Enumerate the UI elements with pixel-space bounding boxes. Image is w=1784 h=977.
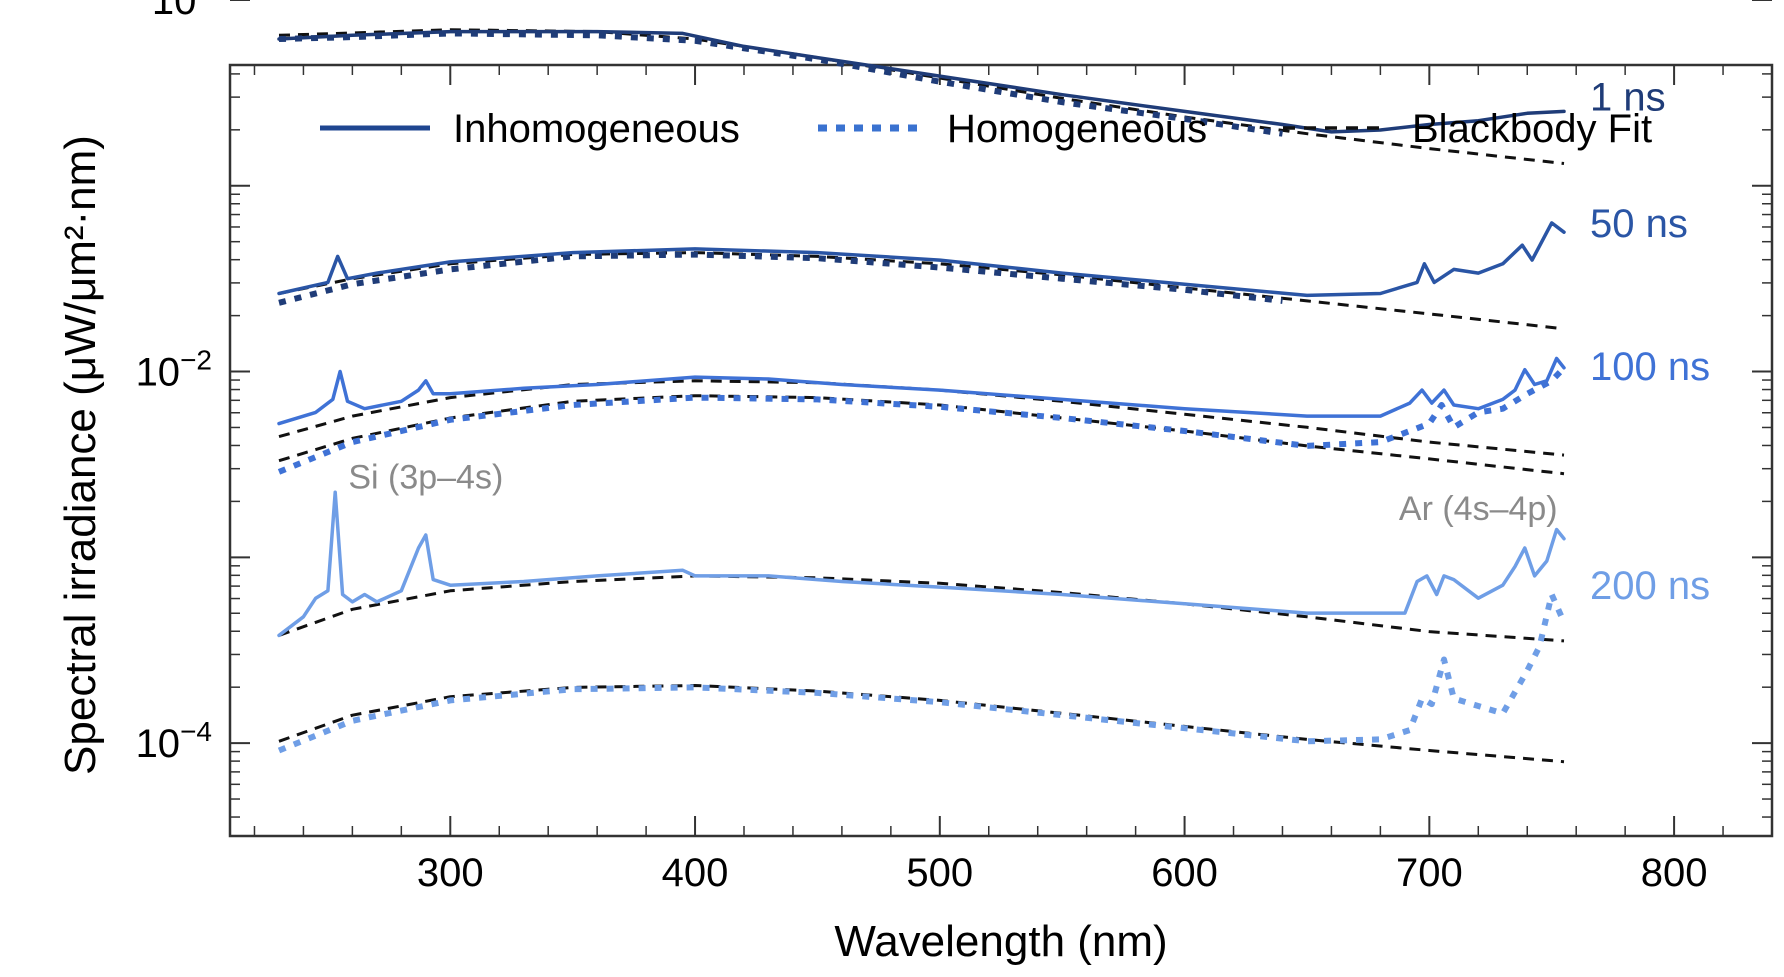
y-tick-label: 10−2 (136, 345, 212, 395)
series-100-ns-blackbody-fit-a (278, 379, 1565, 457)
legend-label-blackbody-fit: Blackbody Fit (1412, 107, 1652, 151)
time-labels: 1 ns 50 ns 100 ns 200 ns (1590, 76, 1710, 609)
time-label-1ns: 1 ns (1590, 76, 1666, 120)
legend: Inhomogeneous Homogeneous Blackbody Fit (320, 107, 1652, 151)
series-1-ns-homogeneous (278, 30, 1283, 137)
series-50-ns-homogeneous (278, 251, 1283, 306)
series-50-ns-inhomogeneous (277, 221, 1566, 298)
series-100-ns-homogeneous (277, 365, 1567, 475)
series-50-ns-blackbody-fit (278, 251, 1565, 331)
y-tick-labels: 100 10−2 10−4 (136, 0, 212, 766)
annotation-si-line: Si (3p–4s) (348, 459, 503, 497)
series-100-ns-inhomogeneous (277, 356, 1566, 426)
legend-label-inhomogeneous: Inhomogeneous (453, 107, 740, 151)
x-tick-label: 700 (1396, 851, 1463, 895)
series-200-ns-blackbody-fit-a (278, 574, 1565, 643)
y-axis-title: Spectral irradiance (μW/μm²·nm) (56, 135, 105, 775)
x-tick-label: 600 (1151, 851, 1218, 895)
legend-label-homogeneous: Homogeneous (947, 107, 1207, 151)
y-tick-label: 10−4 (136, 716, 212, 766)
x-tick-label: 800 (1641, 851, 1708, 895)
annotation-ar-line: Ar (4s–4p) (1399, 490, 1558, 528)
time-label-50ns: 50 ns (1590, 202, 1688, 246)
x-tick-label: 400 (662, 851, 729, 895)
time-label-200ns: 200 ns (1590, 564, 1710, 608)
x-tick-label: 300 (417, 851, 484, 895)
minor-ticks (230, 65, 1773, 836)
time-label-100ns: 100 ns (1590, 345, 1710, 389)
x-axis-title: Wavelength (nm) (834, 917, 1167, 966)
series-200-ns-blackbody-fit-b (278, 684, 1565, 764)
series-1-ns-inhomogeneous (277, 29, 1566, 134)
x-tick-label: 500 (906, 851, 973, 895)
y-tick-label: 100 (152, 0, 212, 23)
series-group (277, 28, 1567, 764)
plot-frame (228, 63, 1774, 838)
x-tick-labels: 300 400 500 600 700 800 (417, 851, 1708, 895)
series-200-ns-inhomogeneous (277, 490, 1566, 638)
series-200-ns-homogeneous (277, 591, 1567, 754)
annotations: Si (3p–4s) Ar (4s–4p) (348, 459, 1557, 529)
